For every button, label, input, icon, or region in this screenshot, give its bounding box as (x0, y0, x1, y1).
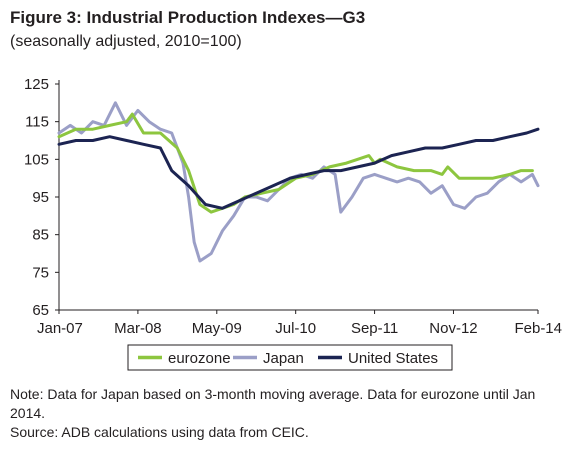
series-line-united-states (57, 127, 540, 210)
y-tick-label: 115 (25, 114, 49, 131)
note-text: Note: Data for Japan based on 3-month mo… (10, 386, 536, 421)
y-tick-label: 125 (24, 76, 49, 93)
series-line-japan (57, 101, 540, 263)
chart-notes: Note: Data for Japan based on 3-month mo… (10, 385, 570, 442)
x-tick-label: Jul-10 (275, 320, 316, 337)
chart-canvas: 65 75 85 95 105 115 125 Jan-07 Mar-08 May-09 Jul-1… (24, 76, 562, 371)
y-tick-label: 75 (32, 264, 49, 281)
x-tick-label: Jan-07 (37, 320, 83, 337)
y-tick-label: 105 (24, 151, 49, 168)
legend-box (127, 344, 453, 371)
legend-label-eurozone: eurozone (168, 350, 231, 367)
x-tick-label: Feb-14 (514, 320, 562, 337)
series-line-eurozone (57, 112, 534, 214)
x-tick-label: May-09 (192, 320, 242, 337)
x-tick-label: Nov-12 (429, 320, 477, 337)
legend-label-united-states: United States (348, 350, 438, 367)
y-tick-label: 85 (32, 227, 49, 244)
legend-label-japan: Japan (263, 350, 304, 367)
chart-title: Figure 3: Industrial Production Indexes—… (10, 8, 366, 27)
y-tick-label: 65 (32, 302, 49, 319)
y-tick-label: 95 (32, 189, 49, 206)
source-text: Source: ADB calculations using data from… (10, 424, 309, 440)
chart-subtitle: (seasonally adjusted, 2010=100) (10, 33, 242, 50)
x-tick-label: Mar-08 (114, 320, 162, 337)
x-tick-label: Sep-11 (351, 320, 398, 337)
